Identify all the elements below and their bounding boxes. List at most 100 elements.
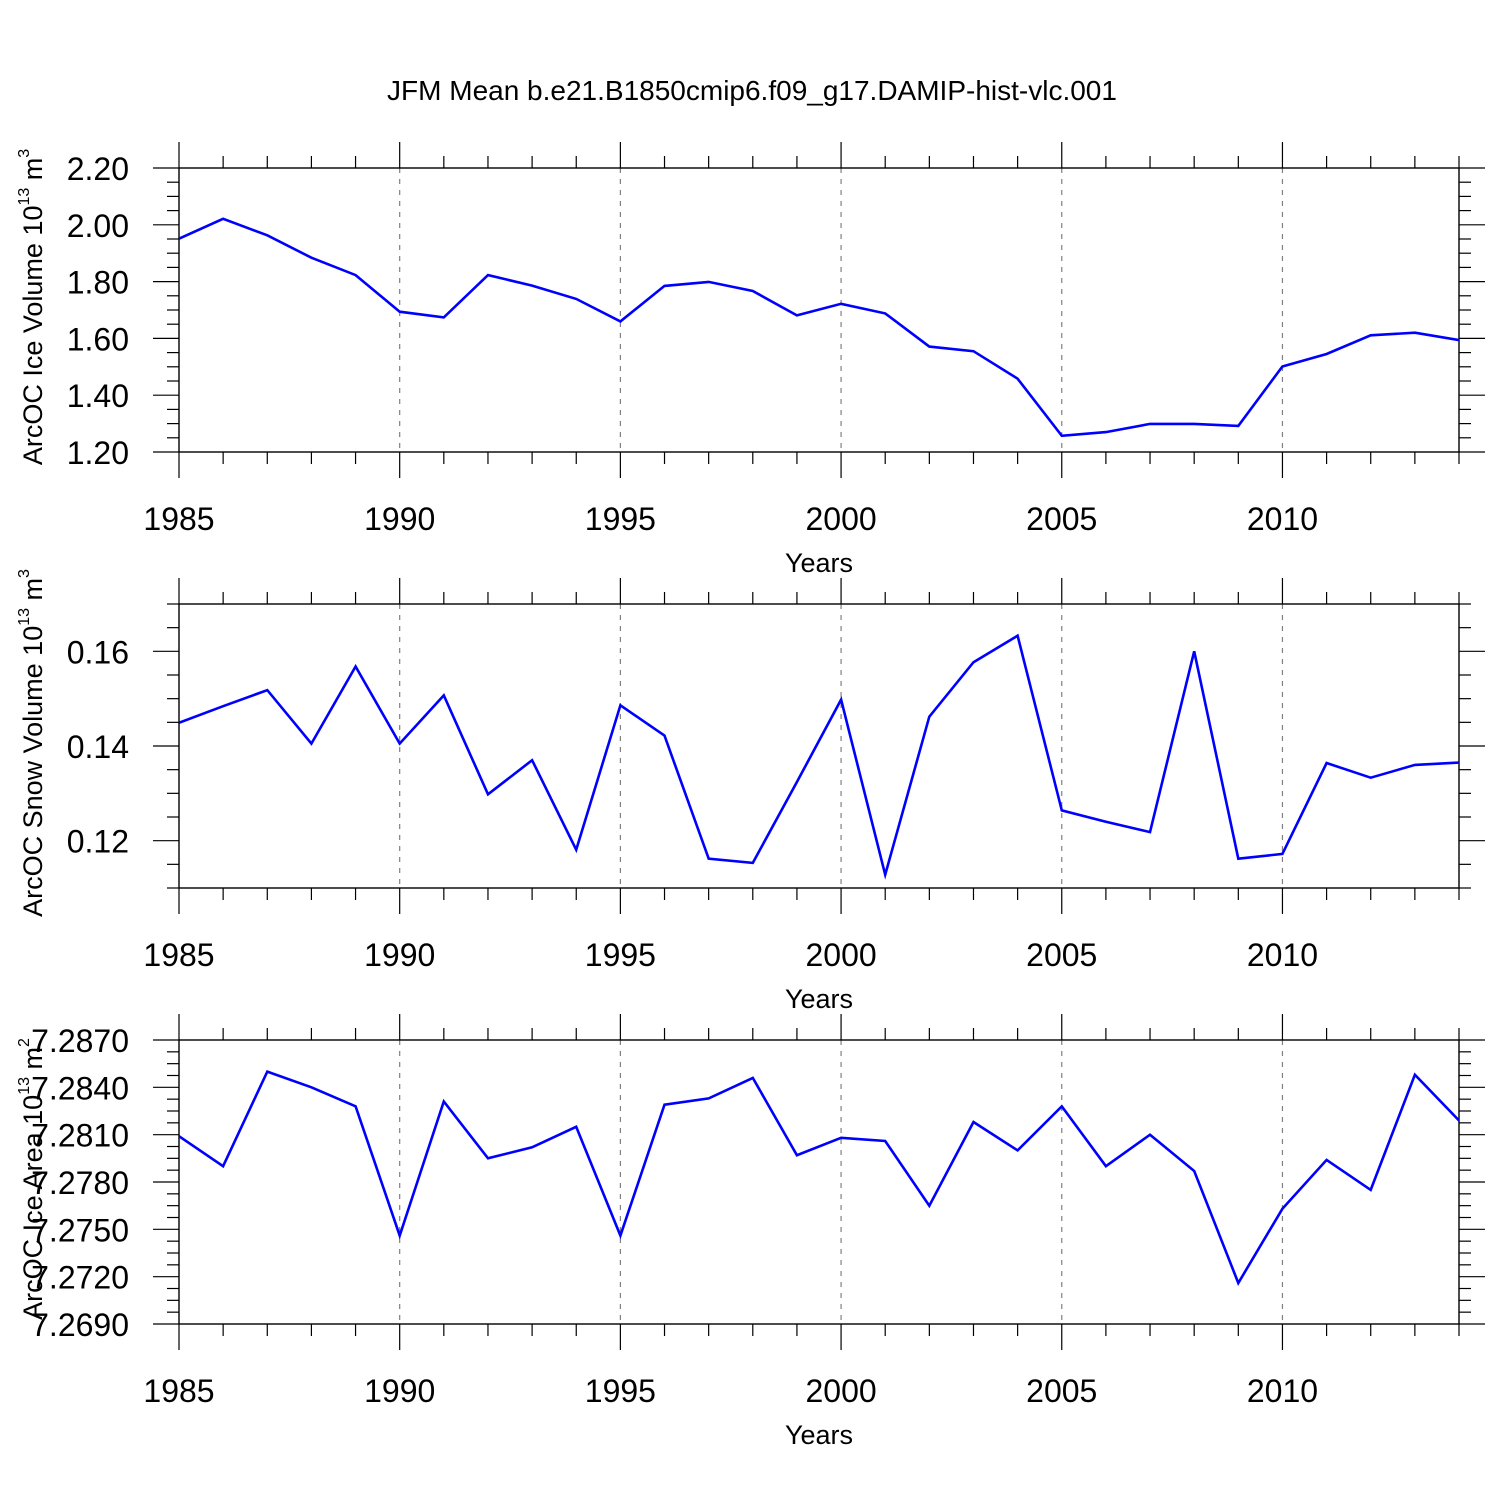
data-point	[795, 781, 798, 784]
data-point	[222, 1165, 225, 1168]
y-tick-label: 7.2780	[31, 1165, 129, 1201]
series-line	[179, 1069, 1459, 1286]
plot-frame	[178, 1039, 1460, 1325]
data-point	[1237, 1282, 1240, 1285]
data-point	[928, 1204, 931, 1207]
y-tick-label: 7.2810	[31, 1118, 129, 1154]
x-tick-label: 2000	[805, 501, 876, 537]
data-point	[707, 280, 710, 283]
x-axis-label: Years	[785, 548, 853, 578]
x-tick-label: 2000	[805, 937, 876, 973]
data-point	[1016, 1149, 1019, 1152]
data-point	[972, 661, 975, 664]
data-point	[178, 237, 181, 240]
data-point	[531, 1146, 534, 1149]
y-tick-label: 1.20	[67, 435, 129, 471]
x-tick-label: 1995	[585, 501, 656, 537]
data-point	[707, 857, 710, 860]
x-axis-label: Years	[785, 984, 853, 1014]
panels: 1.20 1.40 1.60 1.80 2.00 2.20 1985 1990 1995 2000…	[16, 142, 1485, 1450]
data-point	[1325, 353, 1328, 356]
y-axis-label-unit: m	[18, 578, 48, 608]
data-point	[1060, 809, 1063, 812]
y-axis-label-unit: m	[18, 158, 48, 188]
data-point	[1458, 339, 1461, 342]
y-tick-label: 1.60	[67, 321, 129, 357]
y-axis-label-unit: m	[18, 1047, 48, 1077]
y-axis-label-exponent: 13	[16, 608, 33, 626]
data-point	[1104, 431, 1107, 434]
data-point	[884, 873, 887, 876]
data-point	[972, 350, 975, 353]
data-point	[1281, 852, 1284, 855]
data-point	[1281, 365, 1284, 368]
figure-title: JFM Mean b.e21.B1850cmip6.f09_g17.DAMIP-…	[387, 75, 1117, 106]
data-point	[310, 742, 313, 745]
data-point	[1369, 776, 1372, 779]
data-point	[487, 274, 490, 277]
plot-frame	[178, 603, 1460, 889]
data-point	[1149, 1133, 1152, 1136]
y-tick-label: 7.2690	[31, 1307, 129, 1343]
x-tick-label: 1995	[585, 937, 656, 973]
data-point	[398, 1234, 401, 1237]
data-point	[1237, 857, 1240, 860]
x-tick-label: 2010	[1247, 501, 1318, 537]
data-point	[1413, 331, 1416, 334]
x-axis-label: Years	[785, 1420, 853, 1450]
series-line	[179, 633, 1459, 880]
data-point	[619, 1234, 622, 1237]
data-point	[619, 704, 622, 707]
data-point	[354, 1105, 357, 1108]
data-point	[575, 848, 578, 851]
data-point	[1413, 1073, 1416, 1076]
data-point	[222, 217, 225, 220]
data-point	[840, 302, 843, 305]
x-tick-label: 1985	[143, 501, 214, 537]
x-tick-label: 2005	[1026, 937, 1097, 973]
data-point	[1325, 762, 1328, 765]
x-tick-label: 1990	[364, 1373, 435, 1409]
data-point	[1237, 424, 1240, 427]
x-tick-label: 1990	[364, 937, 435, 973]
y-tick-label: 2.00	[67, 208, 129, 244]
data-point	[487, 793, 490, 796]
data-point	[266, 1070, 269, 1073]
data-point	[707, 1097, 710, 1100]
data-point	[1325, 1158, 1328, 1161]
data-point	[795, 314, 798, 317]
y-tick-label: 0.14	[67, 729, 129, 765]
y-axis-label-unit-exponent: 2	[16, 1038, 33, 1047]
data-point	[751, 861, 754, 864]
y-axis-label: ArcOC Ice Volume 1013 m3	[16, 149, 48, 465]
data-point	[1458, 1119, 1461, 1122]
y-axis-label: ArcOC Snow Volume 1013 m3	[16, 569, 48, 917]
data-point	[928, 715, 931, 718]
data-point	[1149, 831, 1152, 834]
data-point	[1193, 422, 1196, 425]
data-point	[487, 1157, 490, 1160]
y-tick-label: 7.2720	[31, 1260, 129, 1296]
x-tick-label: 2005	[1026, 1373, 1097, 1409]
y-tick-label: 1.80	[67, 265, 129, 301]
data-point	[840, 698, 843, 701]
data-point	[575, 1125, 578, 1128]
data-point	[531, 284, 534, 287]
data-point	[751, 290, 754, 293]
y-tick-label: 7.2840	[31, 1070, 129, 1106]
chart-panel-1: 1.20 1.40 1.60 1.80 2.00 2.20 1985 1990 1995 2000…	[16, 142, 1485, 578]
data-point	[884, 1140, 887, 1143]
data-point	[663, 1103, 666, 1106]
data-point	[398, 742, 401, 745]
data-point	[1413, 763, 1416, 766]
data-point	[442, 1100, 445, 1103]
data-point	[310, 1086, 313, 1089]
x-tick-label: 1995	[585, 1373, 656, 1409]
data-point	[1104, 1165, 1107, 1168]
data-point	[1016, 634, 1019, 637]
data-point	[1369, 334, 1372, 337]
y-axis-label: ArcOC Ice Area 1013 m2	[16, 1038, 48, 1320]
y-tick-label: 0.12	[67, 824, 129, 860]
data-point	[354, 274, 357, 277]
